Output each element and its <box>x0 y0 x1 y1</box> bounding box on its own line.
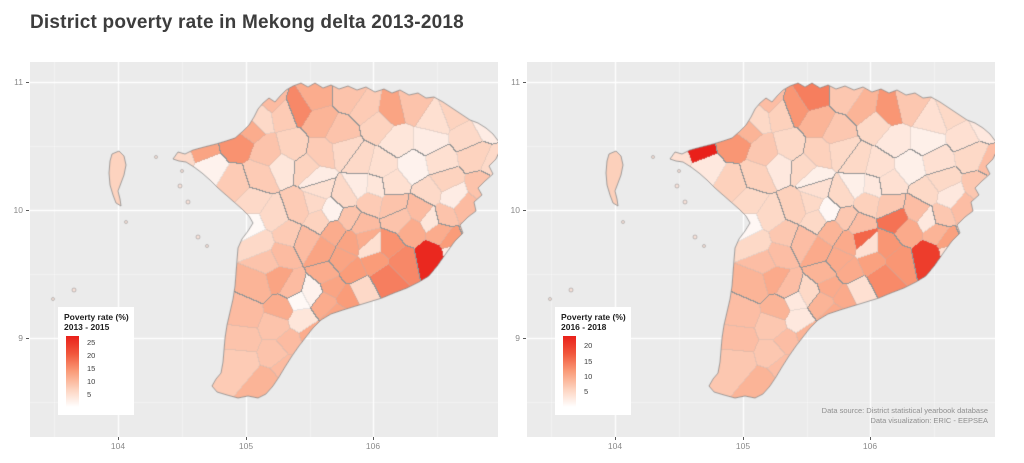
y-tick-label: 11 <box>511 77 520 87</box>
x-tick-mark <box>246 437 247 440</box>
x-tick-mark <box>373 437 374 440</box>
legend-tick-label: 25 <box>87 338 96 348</box>
y-tick-mark <box>523 338 526 339</box>
legend-tick-label: 15 <box>584 356 593 366</box>
legend-box-2016-2018: Poverty rate (%) 2016 - 2018 20 15 10 5 <box>555 307 631 415</box>
legend-tick-label: 20 <box>87 351 96 361</box>
legend-title: Poverty rate (%) <box>561 312 626 322</box>
x-tick-label: 104 <box>110 441 126 451</box>
x-axis-left-panel: 104 105 106 <box>30 437 498 455</box>
legend-gradient-bar <box>563 336 576 408</box>
legend-tick-label: 15 <box>87 364 96 374</box>
legend-tick-label: 20 <box>584 341 593 351</box>
legend-tick-label: 10 <box>584 372 593 381</box>
y-tick-label: 10 <box>13 205 23 215</box>
legend-title: Poverty rate (%) <box>64 312 129 322</box>
y-tick-mark <box>26 82 29 83</box>
x-tick-mark <box>118 437 119 440</box>
x-tick-label: 106 <box>862 441 878 451</box>
x-axis-right-panel: 104 105 106 <box>527 437 995 455</box>
x-tick-mark <box>615 437 616 440</box>
y-tick-mark <box>26 338 29 339</box>
y-tick-label: 9 <box>18 333 23 343</box>
legend-tick-label: 5 <box>584 387 589 397</box>
x-tick-label: 106 <box>365 441 381 451</box>
y-tick-mark <box>26 210 29 211</box>
attribution-source: Data source: District statistical yearbo… <box>821 405 988 415</box>
page-title: District poverty rate in Mekong delta 20… <box>30 12 464 33</box>
x-tick-label: 104 <box>607 441 623 451</box>
legend-tick-label: 5 <box>87 389 92 399</box>
legend-gradient-bar <box>66 336 79 408</box>
y-tick-mark <box>523 82 526 83</box>
legend-box-2013-2015: Poverty rate (%) 2013 - 2015 25 20 15 10 5 <box>58 307 134 415</box>
legend-bar-wrap: 20 15 10 5 <box>561 336 627 410</box>
y-tick-label: 11 <box>14 77 23 87</box>
legend-period: 2016 - 2018 <box>561 322 607 333</box>
y-axis-left-panel: 11 10 9 <box>8 62 30 437</box>
x-tick-mark <box>870 437 871 440</box>
x-tick-label: 105 <box>735 441 751 451</box>
map-panel-2013-2015: 11 10 9 104 105 106 Poverty rate (%) 2013 - … <box>14 62 498 451</box>
map-panel-2016-2018: 11 10 9 104 105 106 Poverty rate (%) 2016 - … <box>511 62 995 451</box>
legend-tick-label: 10 <box>87 377 96 387</box>
legend-bar-wrap: 25 20 15 10 5 <box>64 336 130 410</box>
x-tick-label: 105 <box>238 441 254 451</box>
attribution: Data source: District statistical yearbo… <box>822 406 988 426</box>
x-tick-mark <box>743 437 744 440</box>
y-tick-label: 9 <box>515 333 520 343</box>
y-axis-right-panel: 11 10 9 <box>505 62 527 437</box>
y-tick-label: 10 <box>510 205 520 215</box>
attribution-credit: Data visualization: ERIC - EEPSEA <box>870 415 988 425</box>
legend-period: 2013 - 2015 <box>64 322 110 333</box>
y-tick-mark <box>523 210 526 211</box>
